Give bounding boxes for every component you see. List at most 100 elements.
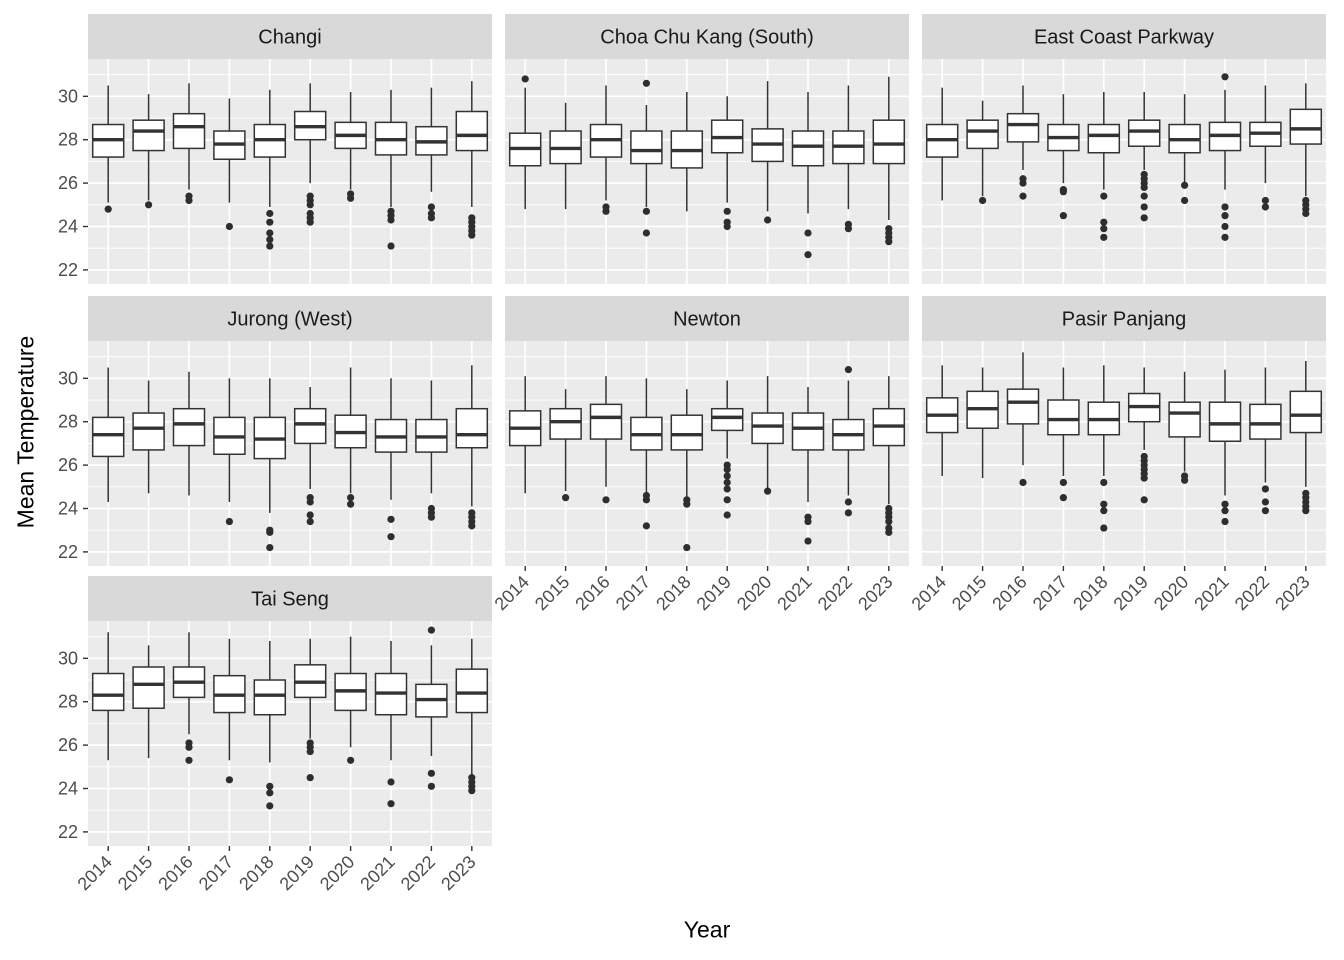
outlier-dot bbox=[266, 218, 274, 226]
outlier-dot bbox=[642, 522, 651, 530]
y-tick-label: 22 bbox=[58, 822, 78, 842]
outlier-dot bbox=[225, 222, 233, 231]
boxplot-2019 bbox=[1127, 91, 1161, 222]
outlier-dot bbox=[347, 194, 355, 202]
boxplot-2021 bbox=[374, 640, 408, 808]
boxplot-2019 bbox=[1127, 367, 1161, 504]
facet-jurong-west-: Jurong (West) 22 24 26 28 30 bbox=[58, 296, 492, 566]
box bbox=[132, 412, 165, 451]
boxplot-2020 bbox=[334, 91, 367, 202]
outlier-dot bbox=[602, 207, 610, 215]
boxplot-2014 bbox=[91, 85, 125, 213]
boxplot-2019 bbox=[293, 83, 327, 226]
grid-minor bbox=[88, 74, 492, 249]
box bbox=[710, 407, 744, 432]
outlier-dot bbox=[1100, 233, 1108, 241]
boxplot-2015 bbox=[549, 102, 582, 210]
boxplot-2022 bbox=[832, 85, 865, 233]
boxplot-2015 bbox=[966, 100, 999, 205]
y-tick-label: 30 bbox=[58, 368, 78, 388]
box bbox=[966, 119, 999, 150]
boxplot-2018 bbox=[670, 389, 704, 552]
outlier-dot bbox=[1140, 183, 1148, 192]
boxplot-2018 bbox=[1087, 365, 1121, 532]
facet-pasir-panjang: Pasir Panjang201420152016201720182019202… bbox=[908, 296, 1326, 614]
y-tick-label: 30 bbox=[58, 648, 78, 668]
outlier-dot bbox=[1302, 507, 1310, 515]
facet-strip-label: East Coast Parkway bbox=[1034, 27, 1214, 49]
facet-strip bbox=[922, 296, 1326, 341]
outlier-dot bbox=[1140, 214, 1148, 222]
boxplot-2017 bbox=[630, 79, 663, 237]
facet-strip-label: Changi bbox=[258, 27, 321, 49]
box bbox=[670, 414, 704, 451]
facet-strip bbox=[88, 14, 492, 59]
outlier-dot bbox=[764, 487, 772, 495]
boxplot-2016 bbox=[589, 376, 623, 504]
grid-minor bbox=[505, 356, 909, 531]
boxplot-2020 bbox=[751, 376, 784, 495]
outlier-dot bbox=[844, 225, 853, 233]
outlier-dot bbox=[804, 517, 812, 526]
outlier-dot bbox=[979, 196, 987, 205]
outlier-dot bbox=[266, 543, 274, 552]
boxplot-2017 bbox=[213, 378, 246, 526]
boxplot-2023 bbox=[455, 81, 489, 239]
facet-strip bbox=[88, 576, 492, 621]
outlier-dot bbox=[1059, 494, 1067, 502]
box bbox=[172, 112, 206, 150]
boxplot-2020 bbox=[751, 81, 784, 224]
outlier-dot bbox=[562, 494, 570, 502]
facet-tai-seng: Tai Seng22242628302014201520162017201820… bbox=[58, 576, 492, 894]
outlier-dot bbox=[1140, 192, 1148, 200]
outlier-dot bbox=[521, 75, 529, 83]
box bbox=[91, 416, 125, 458]
facet-strip bbox=[88, 296, 492, 341]
boxplot-2020 bbox=[1168, 371, 1201, 484]
box bbox=[1168, 401, 1201, 438]
outlier-dot bbox=[306, 517, 314, 526]
boxplot-2021 bbox=[791, 386, 825, 545]
outlier-dot bbox=[844, 509, 853, 517]
boxplot-2020 bbox=[1168, 94, 1201, 205]
outlier-dot bbox=[266, 789, 274, 797]
outlier-dot bbox=[804, 229, 812, 237]
outlier-dot bbox=[387, 242, 395, 250]
box bbox=[455, 110, 489, 152]
box bbox=[1006, 388, 1040, 425]
y-tick-label: 28 bbox=[58, 692, 78, 712]
outlier-dot bbox=[306, 201, 314, 209]
outlier-dot bbox=[1221, 203, 1229, 211]
box bbox=[630, 130, 663, 165]
outlier-dot bbox=[1261, 498, 1269, 506]
outlier-dot bbox=[723, 222, 731, 231]
boxplot-2019 bbox=[293, 638, 327, 782]
box bbox=[1047, 399, 1080, 436]
outlier-dot bbox=[387, 800, 395, 808]
boxplot-2016 bbox=[172, 371, 206, 496]
box bbox=[1249, 403, 1282, 440]
outlier-dot bbox=[427, 203, 435, 211]
outlier-dot bbox=[683, 500, 691, 508]
boxplot-2016 bbox=[1006, 85, 1040, 200]
outlier-dot bbox=[387, 778, 395, 786]
facet-strip-label: Pasir Panjang bbox=[1062, 309, 1187, 331]
outlier-dot bbox=[1221, 233, 1229, 241]
box bbox=[455, 668, 489, 714]
y-tick-label: 28 bbox=[58, 412, 78, 432]
boxplot-2016 bbox=[172, 632, 206, 764]
boxplot-2023 bbox=[1289, 83, 1323, 218]
outlier-dot bbox=[1059, 212, 1067, 220]
box bbox=[455, 407, 489, 449]
box bbox=[132, 666, 165, 709]
facet-choa-chu-kang-south-: Choa Chu Kang (South) bbox=[505, 14, 909, 284]
boxplot-2023 bbox=[872, 76, 906, 246]
facet-strip-label: Newton bbox=[673, 309, 741, 331]
boxplot-2018 bbox=[670, 91, 704, 212]
y-tick-label: 24 bbox=[58, 779, 78, 799]
box bbox=[589, 403, 623, 440]
box bbox=[751, 412, 784, 445]
box bbox=[549, 407, 582, 440]
